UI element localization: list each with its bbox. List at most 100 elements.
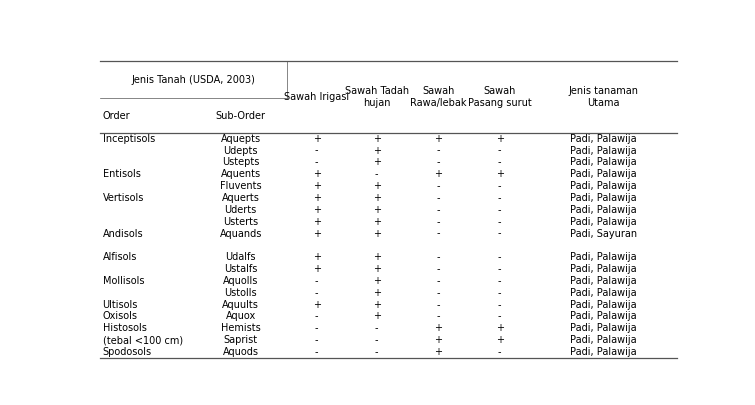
- Text: Aquolls: Aquolls: [223, 276, 258, 286]
- Text: -: -: [436, 276, 440, 286]
- Text: -: -: [498, 300, 501, 310]
- Text: Usterts: Usterts: [223, 217, 258, 227]
- Text: -: -: [498, 252, 501, 262]
- Text: Spodosols: Spodosols: [103, 347, 152, 357]
- Text: Fluvents: Fluvents: [220, 181, 261, 191]
- Text: Padi, Palawija: Padi, Palawija: [570, 252, 636, 262]
- Text: +: +: [313, 228, 321, 239]
- Text: +: +: [373, 158, 381, 167]
- Text: -: -: [498, 228, 501, 239]
- Text: Aquods: Aquods: [223, 347, 259, 357]
- Text: -: -: [498, 264, 501, 274]
- Text: -: -: [498, 181, 501, 191]
- Text: -: -: [498, 347, 501, 357]
- Text: Padi, Sayuran: Padi, Sayuran: [570, 228, 637, 239]
- Text: Ultisols: Ultisols: [103, 300, 138, 310]
- Text: -: -: [436, 264, 440, 274]
- Text: -: -: [498, 193, 501, 203]
- Text: +: +: [373, 193, 381, 203]
- Text: -: -: [436, 193, 440, 203]
- Text: +: +: [434, 323, 442, 333]
- Text: Oxisols: Oxisols: [103, 311, 137, 322]
- Text: +: +: [373, 205, 381, 215]
- Text: Order: Order: [103, 111, 130, 121]
- Text: +: +: [313, 264, 321, 274]
- Text: Udepts: Udepts: [223, 145, 258, 156]
- Text: Sub-Order: Sub-Order: [216, 111, 266, 121]
- Text: -: -: [498, 158, 501, 167]
- Text: Padi, Palawija: Padi, Palawija: [570, 311, 636, 322]
- Text: +: +: [434, 347, 442, 357]
- Text: -: -: [375, 323, 378, 333]
- Text: -: -: [436, 252, 440, 262]
- Text: Aquents: Aquents: [220, 169, 260, 179]
- Text: Inceptisols: Inceptisols: [103, 134, 155, 144]
- Text: +: +: [313, 193, 321, 203]
- Text: -: -: [436, 300, 440, 310]
- Text: -: -: [436, 181, 440, 191]
- Text: Histosols: Histosols: [103, 323, 146, 333]
- Text: Sawah
Rawa/lebak: Sawah Rawa/lebak: [410, 86, 467, 108]
- Text: Padi, Palawija: Padi, Palawija: [570, 193, 636, 203]
- Text: -: -: [436, 217, 440, 227]
- Text: Aquepts: Aquepts: [220, 134, 260, 144]
- Text: -: -: [315, 347, 319, 357]
- Text: Hemists: Hemists: [220, 323, 260, 333]
- Text: +: +: [313, 217, 321, 227]
- Text: Padi, Palawija: Padi, Palawija: [570, 181, 636, 191]
- Text: Padi, Palawija: Padi, Palawija: [570, 217, 636, 227]
- Text: -: -: [315, 288, 319, 298]
- Text: +: +: [373, 217, 381, 227]
- Text: Aquands: Aquands: [220, 228, 262, 239]
- Text: Ustepts: Ustepts: [222, 158, 260, 167]
- Text: -: -: [498, 217, 501, 227]
- Text: +: +: [373, 300, 381, 310]
- Text: -: -: [315, 311, 319, 322]
- Text: Padi, Palawija: Padi, Palawija: [570, 347, 636, 357]
- Text: Padi, Palawija: Padi, Palawija: [570, 145, 636, 156]
- Text: Ustalfs: Ustalfs: [224, 264, 257, 274]
- Text: +: +: [495, 134, 504, 144]
- Text: +: +: [495, 323, 504, 333]
- Text: -: -: [436, 228, 440, 239]
- Text: -: -: [436, 145, 440, 156]
- Text: Uderts: Uderts: [224, 205, 257, 215]
- Text: -: -: [436, 288, 440, 298]
- Text: -: -: [498, 145, 501, 156]
- Text: Saprist: Saprist: [223, 335, 257, 345]
- Text: -: -: [375, 169, 378, 179]
- Text: Padi, Palawija: Padi, Palawija: [570, 288, 636, 298]
- Text: -: -: [436, 205, 440, 215]
- Text: +: +: [495, 335, 504, 345]
- Text: +: +: [373, 228, 381, 239]
- Text: -: -: [315, 276, 319, 286]
- Text: +: +: [434, 335, 442, 345]
- Text: Padi, Palawija: Padi, Palawija: [570, 169, 636, 179]
- Text: -: -: [375, 335, 378, 345]
- Text: -: -: [498, 276, 501, 286]
- Text: Padi, Palawija: Padi, Palawija: [570, 158, 636, 167]
- Text: +: +: [373, 264, 381, 274]
- Text: +: +: [313, 300, 321, 310]
- Text: +: +: [434, 134, 442, 144]
- Text: (tebal <100 cm): (tebal <100 cm): [103, 335, 183, 345]
- Text: Padi, Palawija: Padi, Palawija: [570, 300, 636, 310]
- Text: Sawah Irigasi: Sawah Irigasi: [284, 92, 350, 102]
- Text: Vertisols: Vertisols: [103, 193, 144, 203]
- Text: -: -: [498, 311, 501, 322]
- Text: +: +: [373, 134, 381, 144]
- Text: +: +: [373, 252, 381, 262]
- Text: Alfisols: Alfisols: [103, 252, 137, 262]
- Text: Sawah
Pasang surut: Sawah Pasang surut: [467, 86, 532, 108]
- Text: Aquerts: Aquerts: [222, 193, 260, 203]
- Text: Mollisols: Mollisols: [103, 276, 144, 286]
- Text: -: -: [315, 145, 319, 156]
- Text: Ustolls: Ustolls: [224, 288, 257, 298]
- Text: Udalfs: Udalfs: [226, 252, 256, 262]
- Text: Aquults: Aquults: [222, 300, 259, 310]
- Text: -: -: [315, 335, 319, 345]
- Text: Padi, Palawija: Padi, Palawija: [570, 134, 636, 144]
- Text: +: +: [313, 134, 321, 144]
- Text: Jenis tanaman
Utama: Jenis tanaman Utama: [569, 86, 639, 108]
- Text: +: +: [373, 311, 381, 322]
